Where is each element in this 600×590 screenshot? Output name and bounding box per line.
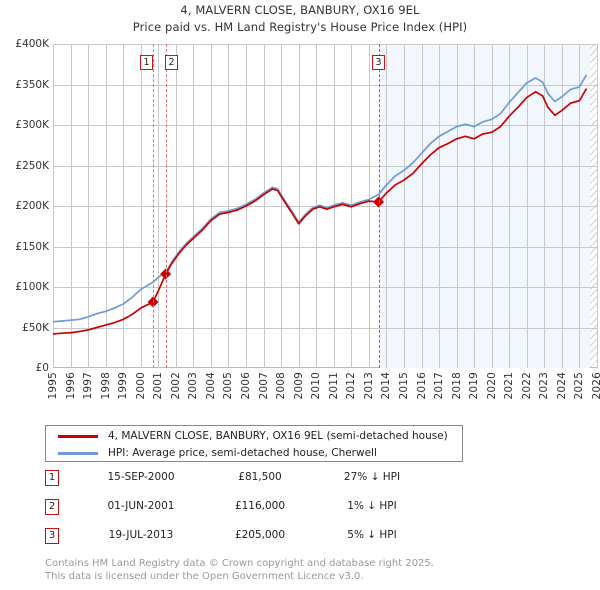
y-axis-tick-label: £0 [35, 362, 49, 374]
price-point-marker-2[interactable] [160, 268, 172, 280]
chart-legend: 4, MALVERN CLOSE, BANBURY, OX16 9EL (sem… [45, 425, 463, 462]
transaction-hpi-delta: 1% ↓ HPI [347, 500, 397, 512]
transaction-date: 15-SEP-2000 [107, 471, 175, 483]
x-axis-tick-label: 2008 [275, 372, 287, 400]
event-number-box-2[interactable]: 2 [165, 55, 178, 70]
x-axis-tick-label: 1998 [100, 372, 112, 400]
x-axis-tick-label: 2012 [345, 372, 357, 400]
event-vertical-line-2 [166, 44, 167, 368]
y-axis-tick-label: £100K [15, 281, 49, 293]
transaction-number-badge[interactable]: 2 [45, 499, 59, 515]
x-axis-tick-label: 2009 [293, 372, 305, 400]
gridline-horizontal [53, 287, 597, 288]
gridline-horizontal [53, 85, 597, 86]
x-axis-tick-label: 2014 [380, 372, 392, 400]
price-point-marker-3[interactable] [373, 196, 385, 208]
transaction-date: 19-JUL-2013 [108, 529, 174, 541]
x-axis-tick-label: 2003 [187, 372, 199, 400]
gridline-horizontal [53, 247, 597, 248]
legend-item-label: HPI: Average price, semi-detached house,… [108, 447, 377, 459]
event-number-box-1[interactable]: 1 [140, 55, 153, 70]
x-axis-tick-label: 2006 [240, 372, 252, 400]
table-row: 3 19-JUL-2013 £205,000 5% ↓ HPI [45, 528, 465, 557]
transaction-number-badge[interactable]: 3 [45, 528, 59, 544]
gridline-vertical [597, 44, 598, 368]
x-axis-tick-label: 2015 [398, 372, 410, 400]
footer-attribution: Contains HM Land Registry data © Crown c… [45, 558, 585, 583]
x-axis-tick-label: 2024 [556, 372, 568, 400]
gridline-horizontal [53, 166, 597, 167]
y-axis-tick-label: £350K [15, 78, 49, 91]
x-axis-tick-label: 2023 [538, 372, 550, 400]
x-axis-tick-label: 1996 [65, 372, 77, 400]
x-axis-tick-label: 2007 [258, 372, 270, 400]
x-axis-tick-label: 2011 [328, 372, 340, 400]
x-axis-tick-label: 2005 [222, 372, 234, 400]
x-axis-tick-label: 2017 [433, 372, 445, 400]
transaction-date: 01-JUN-2001 [107, 500, 175, 512]
y-axis-tick-label: £400K [15, 38, 49, 50]
transaction-hpi-delta: 27% ↓ HPI [343, 471, 401, 483]
gridline-horizontal [53, 328, 597, 329]
x-axis-tick-label: 2016 [416, 372, 428, 400]
series-line [52, 74, 588, 323]
property-price-swatch [58, 434, 98, 438]
event-number-box-3[interactable]: 3 [372, 55, 385, 70]
transaction-hpi-delta: 5% ↓ HPI [347, 529, 397, 541]
transaction-price: £205,000 [234, 529, 286, 541]
x-axis-tick-label: 2022 [521, 372, 533, 400]
x-axis-tick-label: 2002 [170, 372, 182, 400]
x-axis-tick-label: 1999 [117, 372, 129, 400]
series-lines [52, 74, 588, 335]
footer-line-2: This data is licensed under the Open Gov… [45, 570, 364, 582]
x-axis-tick-label: 2000 [135, 372, 147, 400]
x-axis-tick-label: 2019 [468, 372, 480, 400]
gridline-horizontal [53, 125, 597, 126]
x-axis-tick-label: 2001 [152, 372, 164, 400]
x-axis-tick-label: 2018 [451, 372, 463, 400]
x-axis-tick-label: 2013 [363, 372, 375, 400]
y-axis-tick-label: £200K [15, 200, 49, 212]
gridline-horizontal [53, 44, 597, 45]
legend-item-1: 4, MALVERN CLOSE, BANBURY, OX16 9EL (sem… [46, 427, 462, 445]
page-subtitle: Price paid vs. HM Land Registry's House … [132, 20, 468, 34]
transactions-table: 1 15-SEP-2000 £81,500 27% ↓ HPI 2 01-JUN-2001… [45, 470, 465, 557]
legend-item-2: HPI: Average price, semi-detached house,… [46, 444, 462, 462]
page-title: 4, MALVERN CLOSE, BANBURY, OX16 9EL [180, 3, 420, 17]
footer-line-1: Contains HM Land Registry data © Crown c… [45, 558, 434, 569]
y-axis-tick-label: £250K [15, 159, 49, 172]
event-vertical-line-1 [153, 44, 154, 368]
x-axis-tick-label: 1995 [47, 372, 59, 400]
x-axis-tick-label: 2004 [205, 372, 217, 400]
table-row: 2 01-JUN-2001 £116,000 1% ↓ HPI [45, 499, 465, 528]
transaction-number-badge[interactable]: 1 [45, 470, 59, 486]
y-axis-tick-label: £300K [15, 119, 49, 131]
hpi-average-swatch [58, 451, 98, 455]
legend-item-label: 4, MALVERN CLOSE, BANBURY, OX16 9EL (sem… [108, 430, 448, 442]
transaction-price: £116,000 [234, 500, 286, 512]
x-axis-tick-label: 2025 [573, 372, 585, 400]
x-axis-tick-label: 2026 [591, 372, 600, 400]
y-axis-tick-label: £50K [22, 321, 49, 334]
event-vertical-line-3 [379, 44, 380, 368]
chart-title-block: 4, MALVERN CLOSE, BANBURY, OX16 9EL Pric… [0, 2, 600, 36]
x-axis-tick-label: 2021 [503, 372, 515, 400]
x-axis-tick-label: 2010 [310, 372, 322, 400]
table-row: 1 15-SEP-2000 £81,500 27% ↓ HPI [45, 470, 465, 499]
y-axis-tick-label: £150K [15, 240, 49, 253]
x-axis-tick-label: 1997 [82, 372, 94, 400]
x-axis-tick-label: 2020 [486, 372, 498, 400]
transaction-price: £81,500 [238, 471, 282, 483]
